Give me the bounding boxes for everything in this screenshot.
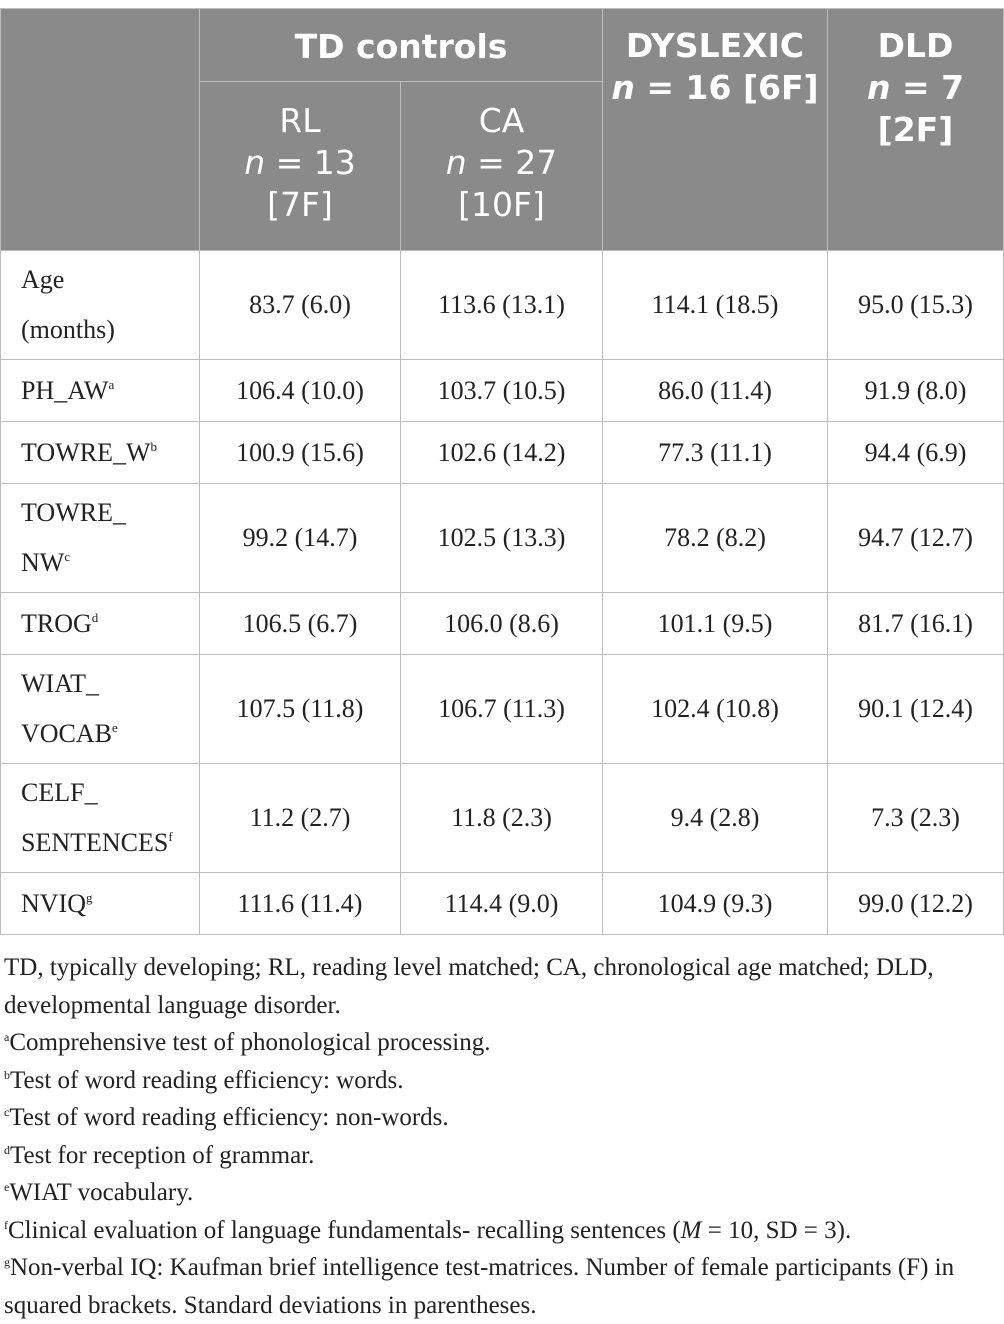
value-cell: 113.6 (13.1) <box>399 250 604 360</box>
value-cell: 83.7 (6.0) <box>199 250 401 360</box>
row-label: TROGd <box>0 592 200 655</box>
header-rl-n: n = 13 <box>244 143 356 182</box>
value-cell: 114.4 (9.0) <box>399 872 604 935</box>
value-cell: 86.0 (11.4) <box>602 359 829 422</box>
footnote-marker: d <box>91 609 99 625</box>
value-cell: 91.9 (8.0) <box>827 359 1004 422</box>
table-header: TD controls DYSLEXIC n = 16 [6F] DLD n =… <box>0 8 1004 251</box>
value-cell: 94.7 (12.7) <box>827 483 1004 593</box>
header-rl-title: RL <box>279 101 321 140</box>
value-cell: 106.5 (6.7) <box>199 592 401 655</box>
row-label: PH_AWa <box>0 359 200 422</box>
value-cell: 94.4 (6.9) <box>827 421 1004 484</box>
value-cell: 81.7 (16.1) <box>827 592 1004 655</box>
table-container: TD controls DYSLEXIC n = 16 [6F] DLD n =… <box>0 8 1004 1324</box>
value-cell: 107.5 (11.8) <box>199 654 401 764</box>
header-dld: DLD n = 7 [2F] <box>827 8 1004 251</box>
footnote-marker: c <box>64 549 71 564</box>
table-row: CELF_ SENTENCESf 11.2 (2.7) 11.8 (2.3) 9.4 (… <box>0 763 1004 873</box>
value-cell: 102.5 (13.3) <box>399 483 604 593</box>
footnote-marker: e <box>112 720 118 735</box>
header-dyslexic-n: n = 16 [6F] <box>611 68 819 107</box>
value-cell: 114.1 (18.5) <box>602 250 829 360</box>
header-dyslexic: DYSLEXIC n = 16 [6F] <box>602 8 829 251</box>
table-body: Age (months) 83.7 (6.0) 113.6 (13.1) 114.1 (… <box>0 250 1004 935</box>
footnote-a: aComprehensive test of phonological proc… <box>4 1029 491 1056</box>
value-cell: 9.4 (2.8) <box>602 763 829 873</box>
value-cell: 102.4 (10.8) <box>602 654 829 764</box>
row-label: CELF_ SENTENCESf <box>0 763 200 873</box>
value-cell: 11.2 (2.7) <box>199 763 401 873</box>
value-cell: 103.7 (10.5) <box>399 359 604 422</box>
footnote-marker: b <box>150 438 158 454</box>
table-row: Age (months) 83.7 (6.0) 113.6 (13.1) 114.1 (… <box>0 250 1004 360</box>
header-dld-title: DLD <box>877 26 954 65</box>
header-dld-f: [2F] <box>877 110 954 149</box>
footnote-marker: a <box>108 376 115 392</box>
table-row: TROGd 106.5 (6.7) 106.0 (8.6) 101.1 (9.5) 81… <box>0 592 1004 655</box>
table-row: PH_AWa 106.4 (10.0) 103.7 (10.5) 86.0 (11.4… <box>0 359 1004 422</box>
value-cell: 106.0 (8.6) <box>399 592 604 655</box>
table-row: WIAT_ VOCABe 107.5 (11.8) 106.7 (11.3) 102.4… <box>0 654 1004 764</box>
value-cell: 100.9 (15.6) <box>199 421 401 484</box>
header-ca-n: n = 27 <box>445 143 558 182</box>
footnote-b: bTest of word reading efficiency: words. <box>4 1066 404 1094</box>
footnote-marker: g <box>86 889 93 905</box>
row-label: WIAT_ VOCABe <box>0 654 200 764</box>
header-dld-n: n = 7 <box>866 68 965 107</box>
table-row: TOWRE_Wb 100.9 (15.6) 102.6 (14.2) 77.3 (11… <box>0 421 1004 484</box>
header-dyslexic-title: DYSLEXIC <box>625 26 805 65</box>
footnote-marker: f <box>168 829 173 844</box>
value-cell: 106.4 (10.0) <box>199 359 401 422</box>
footnote-abbreviations: TD, typically developing; RL, reading le… <box>4 954 934 1019</box>
header-ca-title: CA <box>478 101 525 140</box>
header-rl: RL n = 13 [7F] <box>199 81 401 251</box>
value-cell: 11.8 (2.3) <box>399 763 604 873</box>
value-cell: 104.9 (9.3) <box>602 872 829 935</box>
footnote-c: cTest of word reading efficiency: non-wo… <box>4 1104 449 1131</box>
row-label: TOWRE_Wb <box>0 421 200 484</box>
header-ca: CA n = 27 [10F] <box>399 81 604 251</box>
header-ca-f: [10F] <box>458 185 545 224</box>
table-row: TOWRE_ NWc 99.2 (14.7) 102.5 (13.3) 78.2 (8.… <box>0 483 1004 593</box>
value-cell: 95.0 (15.3) <box>827 250 1004 360</box>
value-cell: 102.6 (14.2) <box>399 421 604 484</box>
footnote-f: fClinical evaluation of language fundame… <box>4 1216 852 1244</box>
header-corner <box>0 8 200 251</box>
row-label: NVIQg <box>0 872 200 935</box>
value-cell: 106.7 (11.3) <box>399 654 604 764</box>
row-label: TOWRE_ NWc <box>0 483 200 593</box>
value-cell: 99.2 (14.7) <box>199 483 401 593</box>
value-cell: 77.3 (11.1) <box>602 421 829 484</box>
participant-table: TD controls DYSLEXIC n = 16 [6F] DLD n =… <box>0 8 1004 935</box>
table-row: NVIQg 111.6 (11.4) 114.4 (9.0) 104.9 (9.3) 9… <box>0 872 1004 935</box>
header-rl-f: [7F] <box>267 185 333 224</box>
footnote-d: dTest for reception of grammar. <box>4 1141 315 1169</box>
value-cell: 90.1 (12.4) <box>827 654 1004 764</box>
value-cell: 7.3 (2.3) <box>827 763 1004 873</box>
value-cell: 111.6 (11.4) <box>199 872 401 935</box>
value-cell: 101.1 (9.5) <box>602 592 829 655</box>
header-td-controls: TD controls <box>198 8 604 82</box>
value-cell: 99.0 (12.2) <box>827 872 1004 935</box>
table-footnotes: TD, typically developing; RL, reading le… <box>0 935 1004 1324</box>
footnote-e: eWIAT vocabulary. <box>4 1179 194 1206</box>
row-label: Age (months) <box>0 250 200 360</box>
value-cell: 78.2 (8.2) <box>602 483 829 593</box>
